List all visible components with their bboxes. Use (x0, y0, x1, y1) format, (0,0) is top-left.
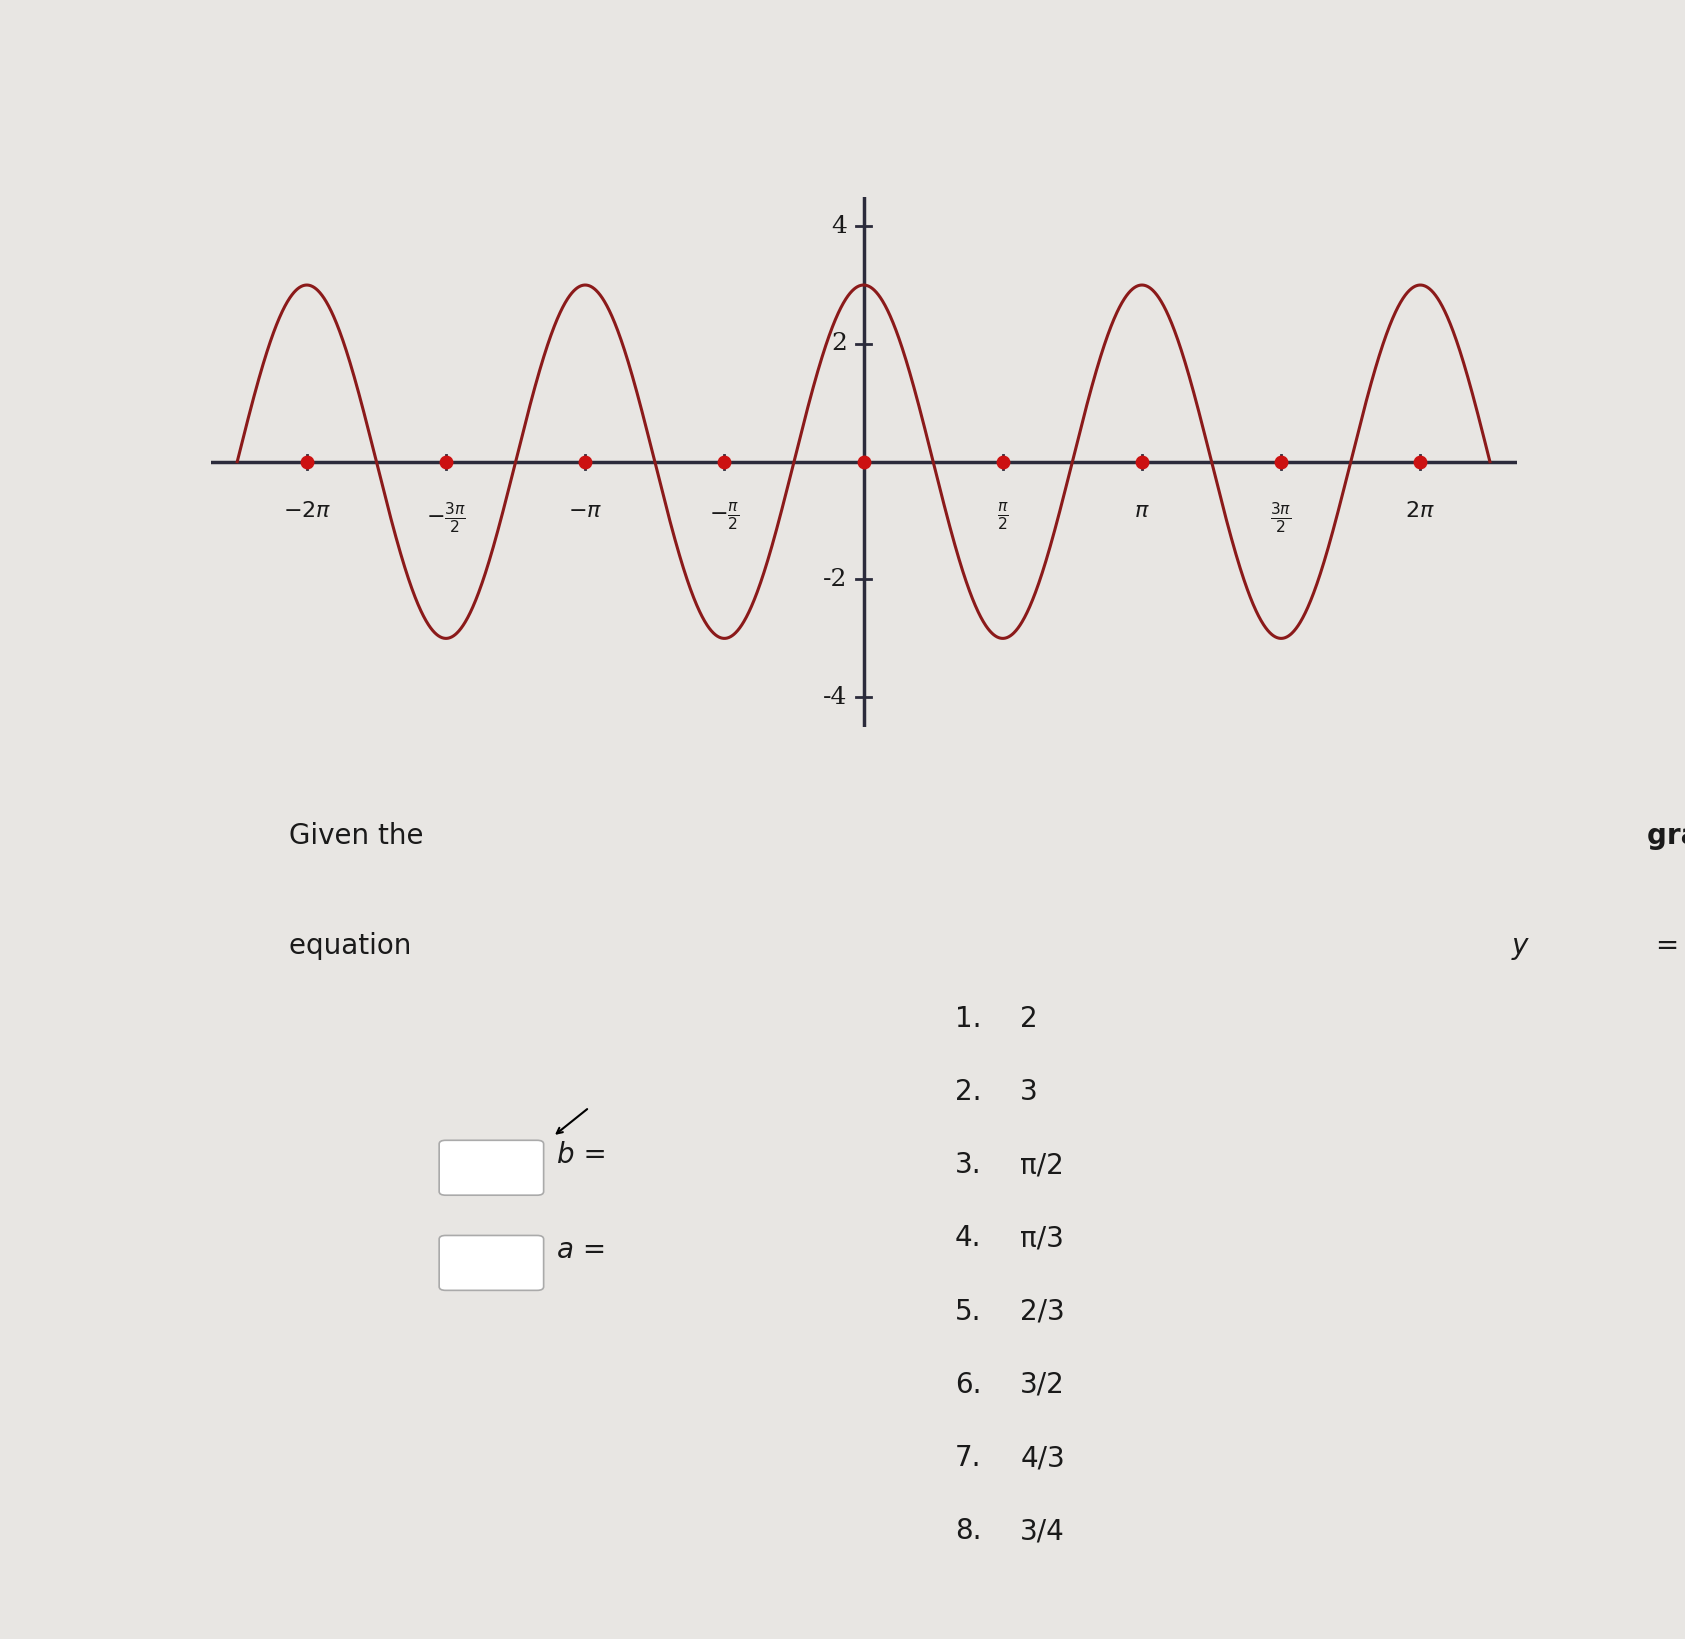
Text: graph of the sinusoid: graph of the sinusoid (1646, 821, 1685, 851)
Text: $\pi$: $\pi$ (1134, 500, 1149, 521)
Text: equation: equation (290, 931, 420, 960)
Text: 5.: 5. (955, 1298, 981, 1326)
Text: π/3: π/3 (1019, 1224, 1065, 1252)
FancyBboxPatch shape (440, 1236, 544, 1290)
Text: 6.: 6. (955, 1370, 981, 1398)
Text: v: v (462, 1255, 470, 1270)
Text: -4: -4 (824, 685, 848, 708)
Text: a =: a = (556, 1236, 607, 1264)
Text: $2\pi$: $2\pi$ (1405, 500, 1436, 521)
Text: v: v (462, 1160, 470, 1175)
Text: 2/3: 2/3 (1019, 1298, 1065, 1326)
Text: 2.: 2. (955, 1078, 981, 1106)
Text: 4.: 4. (955, 1224, 981, 1252)
Text: $-2\pi$: $-2\pi$ (283, 500, 330, 521)
Text: 3.: 3. (955, 1151, 982, 1180)
Text: 2: 2 (832, 333, 848, 356)
Text: -2: -2 (824, 569, 848, 592)
Text: 8.: 8. (955, 1518, 981, 1546)
Text: $-\frac{3\pi}{2}$: $-\frac{3\pi}{2}$ (426, 500, 467, 534)
Text: =: = (1646, 931, 1685, 960)
Text: Given the: Given the (290, 821, 433, 851)
Text: 1.: 1. (955, 1005, 981, 1033)
Text: b =: b = (556, 1141, 607, 1169)
Text: 3/2: 3/2 (1019, 1370, 1065, 1398)
Text: 7.: 7. (955, 1444, 981, 1472)
Text: 2: 2 (1019, 1005, 1038, 1033)
Text: 4: 4 (832, 215, 848, 238)
Text: $\frac{\pi}{2}$: $\frac{\pi}{2}$ (998, 500, 1009, 531)
Text: $\frac{3\pi}{2}$: $\frac{3\pi}{2}$ (1270, 500, 1292, 534)
FancyBboxPatch shape (440, 1141, 544, 1195)
Text: π/2: π/2 (1019, 1151, 1063, 1180)
Text: 4/3: 4/3 (1019, 1444, 1065, 1472)
Text: y: y (1511, 931, 1528, 960)
Text: 3: 3 (1019, 1078, 1038, 1106)
Text: 3/4: 3/4 (1019, 1518, 1065, 1546)
Text: $-\pi$: $-\pi$ (568, 500, 602, 521)
Text: $-\frac{\pi}{2}$: $-\frac{\pi}{2}$ (709, 500, 740, 531)
